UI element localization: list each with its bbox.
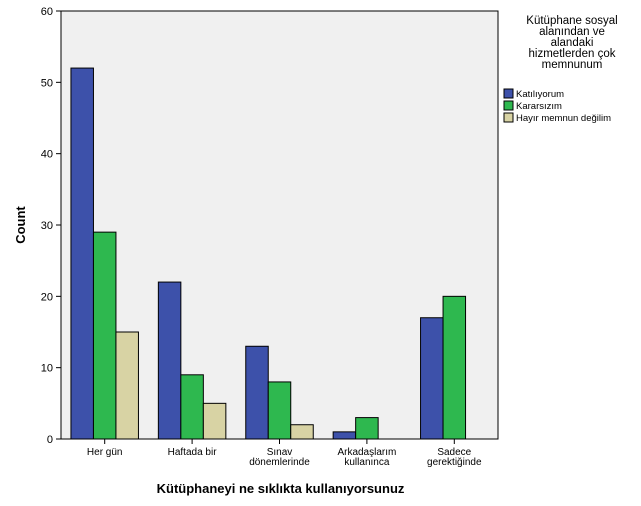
y-tick-label: 50 [41,77,53,89]
x-tick-label: Sınav [267,447,293,458]
y-tick-label: 60 [41,6,53,18]
x-tick-label: gerektiğinde [427,457,482,468]
x-tick-label: kullanınca [344,457,389,468]
bar-2-2 [180,374,204,440]
x-tick-label: Sadece [437,447,471,458]
bar-3-1 [115,331,139,440]
x-axis-title: Kütüphaneyi ne sıklıkta kullanıyorsunuz [157,481,405,496]
y-tick-label: 30 [41,220,53,232]
legend-label-2: Kararsızım [516,101,562,112]
y-tick-label: 10 [41,363,53,375]
x-tick-label: Her gün [87,447,123,458]
bar-2-5 [442,295,467,440]
bar-1-1 [70,67,94,440]
bar-2-3 [267,381,292,440]
y-tick-label: 0 [47,434,53,446]
legend-swatch-3 [503,112,514,123]
legend-title: hizmetlerden çok [529,48,616,60]
legend-title: Kütüphane sosyal [526,15,617,27]
legend-swatch-1 [503,88,514,99]
legend-title: alanından ve [539,26,605,38]
legend-label-1: Katılıyorum [516,89,564,100]
bar-1-4 [332,431,357,440]
x-tick-label: Arkadaşlarım [337,447,396,458]
y-tick-label: 40 [41,149,53,161]
y-tick-label: 20 [41,291,53,303]
bar-1-5 [420,317,444,440]
bar-2-1 [92,231,117,440]
bar-2-4 [355,417,379,440]
legend-label-3: Hayır memnun değilim [516,113,611,124]
x-tick-label: dönemlerinde [249,457,310,468]
legend-title: memnunum [542,59,603,71]
y-axis-title: Count [13,206,28,244]
legend-title: alandaki [551,37,594,49]
bar-1-3 [245,345,269,440]
bar-3-2 [202,402,227,440]
bar-1-2 [157,281,182,440]
x-tick-label: Haftada bir [168,447,218,458]
bar-3-3 [290,424,314,440]
legend-swatch-2 [503,100,514,111]
